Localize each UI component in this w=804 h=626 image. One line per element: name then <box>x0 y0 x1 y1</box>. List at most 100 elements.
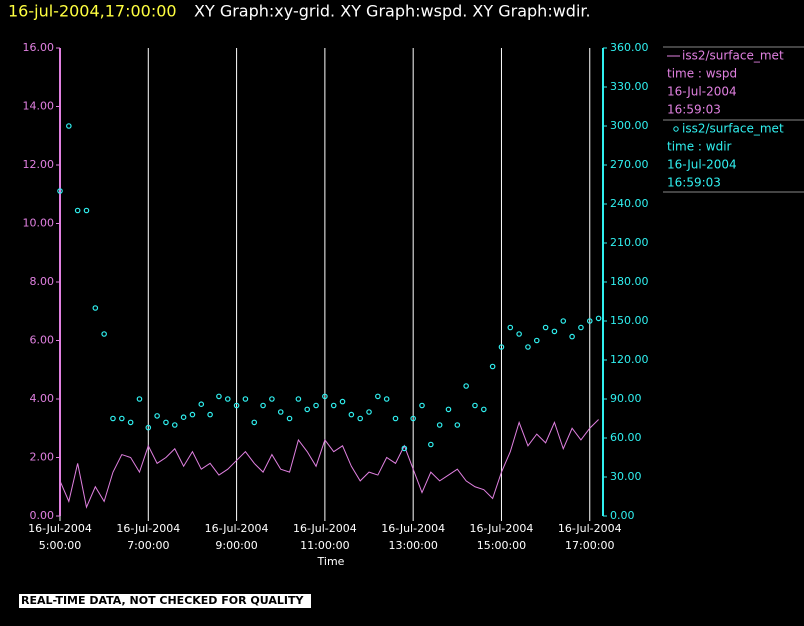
x-tick-label: 16-Jul-2004 15:00:00 <box>470 522 534 552</box>
x-tick-label: 16-Jul-2004 11:00:00 <box>293 522 357 552</box>
wdir-point <box>472 402 478 409</box>
wspd-line <box>59 419 599 509</box>
y-tick-label: 14.00 <box>23 100 55 113</box>
legend-date: 16-Jul-2004 <box>667 158 737 172</box>
y2-tick-label: 210.00 <box>610 236 649 249</box>
y2-tick-label: 30.00 <box>610 470 642 483</box>
x-tick-label: 16-Jul-2004 9:00:00 <box>205 522 269 552</box>
wdir-point <box>286 415 293 422</box>
wdir-point <box>525 344 531 350</box>
y-tick-label: 0.00 <box>30 509 55 522</box>
wdir-point <box>242 396 249 402</box>
wdir-point <box>586 318 593 324</box>
y2-tick-label: 150.00 <box>610 314 649 327</box>
y-tick-label: 2.00 <box>30 451 55 464</box>
wdir-point <box>463 383 469 389</box>
wdir-point <box>277 409 284 415</box>
wdir-point <box>74 207 81 214</box>
wdir-point <box>330 402 337 409</box>
wdir-point <box>569 333 575 340</box>
wdir-point <box>516 331 522 337</box>
wdir-point <box>498 344 505 350</box>
wdir-point <box>66 123 72 129</box>
wdir-point <box>357 415 363 422</box>
wdir-point <box>595 315 602 322</box>
wdir-point <box>339 398 346 405</box>
wdir-point <box>436 422 443 428</box>
footer-box <box>19 594 311 608</box>
wdir-point <box>154 413 160 419</box>
wdir-point <box>260 402 266 409</box>
wdir-point <box>163 419 169 426</box>
wdir-point <box>304 406 311 413</box>
wdir-point <box>533 337 540 344</box>
wdir-point <box>401 445 408 452</box>
chart-title: XY Graph:xy-grid. XY Graph:wspd. XY Grap… <box>194 2 591 21</box>
legend-date: 16-Jul-2004 <box>667 85 737 99</box>
wdir-point <box>481 406 487 413</box>
wdir-point <box>127 419 134 426</box>
y2-tick-label: 360.00 <box>610 41 649 54</box>
wdir-point <box>180 414 187 421</box>
wdir-point <box>578 324 584 331</box>
y2-tick-label: 330.00 <box>610 80 649 93</box>
x-tick-label: 16-Jul-2004 13:00:00 <box>381 522 445 552</box>
wdir-point <box>198 401 205 408</box>
y2-tick-label: 0.00 <box>610 509 635 522</box>
legend-time: 16:59:03 <box>667 176 721 190</box>
wdir-point <box>375 393 381 400</box>
x-tick-label: 16-Jul-2004 7:00:00 <box>116 522 180 552</box>
wdir-point <box>207 411 213 418</box>
wdir-point <box>119 415 125 422</box>
footer: REAL-TIME DATA, NOT CHECKED FOR QUALITY <box>21 594 304 607</box>
wdir-point <box>445 406 452 413</box>
wdir-point <box>189 411 196 418</box>
wdir-point <box>251 419 258 426</box>
wdir-point <box>348 411 355 418</box>
wdir-point <box>313 402 319 409</box>
legend-label: time : wspd <box>667 67 737 81</box>
y-tick-label: 12.00 <box>23 158 55 171</box>
wdir-point <box>366 409 372 415</box>
wdir-point <box>410 415 416 422</box>
wdir-point <box>454 422 461 428</box>
wdir-point <box>489 363 496 370</box>
legend-label: time : wdir <box>667 140 732 154</box>
wdir-point <box>171 422 178 428</box>
y2-tick-label: 240.00 <box>610 197 649 210</box>
wdir-point <box>383 396 390 402</box>
wdir-point <box>145 424 152 431</box>
wdir-point <box>295 396 302 402</box>
wdir-point <box>551 328 558 335</box>
wdir-point <box>507 324 514 331</box>
legend-marker <box>673 126 679 132</box>
wdir-point <box>92 305 99 311</box>
y2-tick-label: 120.00 <box>610 353 649 366</box>
wdir-point <box>216 393 222 400</box>
wdir-point <box>57 188 63 194</box>
wdir-point <box>136 396 143 402</box>
x-tick-label: 16-Jul-2004 5:00:00 <box>28 522 92 552</box>
wdir-point <box>428 441 434 448</box>
y-tick-label: 16.00 <box>23 41 55 54</box>
wdir-point <box>269 396 275 402</box>
wdir-point <box>392 415 399 422</box>
wdir-point <box>560 318 567 324</box>
legend-name: iss2/surface_met <box>682 122 784 136</box>
y-tick-label: 4.00 <box>30 392 55 405</box>
legend-time: 16:59:03 <box>667 103 721 117</box>
wdir-point <box>110 415 116 422</box>
wdir-point <box>233 402 240 409</box>
y2-tick-label: 60.00 <box>610 431 642 444</box>
wdir-point <box>101 331 107 337</box>
wdir-point <box>224 396 231 402</box>
x-axis-label: Time <box>317 555 345 568</box>
y-tick-label: 6.00 <box>30 334 55 347</box>
wdir-point <box>542 324 549 331</box>
y2-tick-label: 90.00 <box>610 392 642 405</box>
y-tick-label: 8.00 <box>30 275 55 288</box>
y2-tick-label: 180.00 <box>610 275 649 288</box>
y2-tick-label: 300.00 <box>610 119 649 132</box>
